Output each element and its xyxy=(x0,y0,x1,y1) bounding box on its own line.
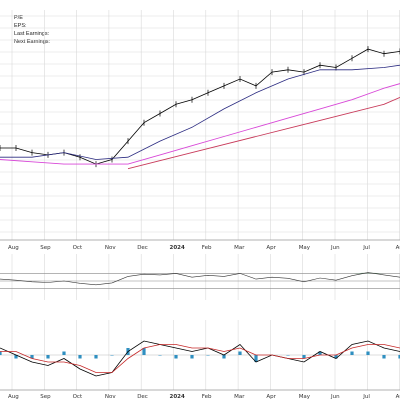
macd-x-tick-label: Jun xyxy=(330,394,340,400)
macd-x-tick-label: Jul xyxy=(362,394,370,400)
macd-histogram-bar xyxy=(174,355,178,359)
price-x-tick-label: 2024 xyxy=(170,245,185,251)
macd-x-tick-label: May xyxy=(299,394,311,400)
price-x-tick-label: Oct xyxy=(73,245,83,251)
macd-histogram-bar xyxy=(398,355,400,359)
macd-histogram-bar xyxy=(14,355,18,359)
macd-histogram-bar xyxy=(382,355,386,359)
rsi-line xyxy=(0,272,400,286)
series-trend-line-magenta-line xyxy=(0,83,400,165)
price-x-tick-label: Jun xyxy=(330,245,340,251)
macd-histogram-bar xyxy=(302,355,306,359)
macd-histogram-bar xyxy=(0,351,2,355)
macd-histogram-bar xyxy=(110,355,114,356)
macd-histogram-bar xyxy=(158,355,162,356)
macd-histogram-bar xyxy=(366,351,370,355)
series-trend-line-red-line xyxy=(127,96,400,170)
macd-x-tick-label: Feb xyxy=(202,394,212,400)
macd-signal-line xyxy=(0,344,400,373)
series-ma-fast-line xyxy=(0,64,400,160)
macd-x-tick-label: Dec xyxy=(137,394,148,400)
macd-x-tick-label: Oct xyxy=(73,394,83,400)
price-x-tick-label: May xyxy=(299,245,311,251)
price-x-tick-label: Sep xyxy=(40,245,51,251)
last-earnings-label: Last Earnings: xyxy=(14,31,50,37)
macd-panel: Aug Sep Oct Nov Dec 2024 Feb Mar Apr May Jun Jul Au xyxy=(0,320,400,400)
macd-histogram-bar xyxy=(206,355,210,356)
macd-histogram-bar xyxy=(94,355,98,359)
macd-histogram-bar xyxy=(62,351,66,355)
macd-histogram-bar xyxy=(78,355,82,359)
macd-x-tick-label: Sep xyxy=(40,394,51,400)
macd-x-tick-label: Mar xyxy=(234,394,245,400)
macd-macd-line xyxy=(0,340,400,377)
price-x-tick-label: Dec xyxy=(137,245,148,251)
price-x-tick-label: Feb xyxy=(202,245,212,251)
macd-histogram-bar xyxy=(254,355,258,362)
pe-label: P/E xyxy=(14,15,23,21)
macd-histogram-bar xyxy=(142,348,146,355)
macd-histogram-bar xyxy=(286,355,290,356)
macd-x-tick-label: Aug xyxy=(8,394,19,400)
macd-histogram-bar xyxy=(46,355,50,359)
rsi-panel xyxy=(0,254,400,300)
macd-x-tick-label: Au xyxy=(396,394,400,400)
macd-histogram-bar xyxy=(334,355,338,359)
price-x-tick-label: Jul xyxy=(362,245,370,251)
macd-x-tick-label: Nov xyxy=(105,394,116,400)
macd-histogram-bar xyxy=(30,355,34,359)
price-panel: Aug Sep Oct Nov Dec 2024 Feb Mar Apr May Jun Jul Au xyxy=(0,10,400,251)
macd-histogram-bar xyxy=(350,351,354,355)
macd-histogram-bar xyxy=(238,351,242,355)
price-x-tick-label: Au xyxy=(396,245,400,251)
price-x-tick-label: Nov xyxy=(105,245,116,251)
macd-histogram-bar xyxy=(190,355,194,359)
price-x-tick-label: Apr xyxy=(266,245,276,251)
macd-histogram-bar xyxy=(318,351,322,355)
next-earnings-label: Next Earnings: xyxy=(14,39,51,45)
macd-histogram-bar xyxy=(222,355,226,359)
series-price-line xyxy=(0,48,400,165)
rsi-overbought-fill xyxy=(0,272,400,274)
macd-x-tick-label: Apr xyxy=(266,394,276,400)
price-x-tick-label: Aug xyxy=(8,245,19,251)
eps-label: EPS: xyxy=(14,23,27,29)
macd-x-tick-label: 2024 xyxy=(170,394,185,400)
price-x-tick-label: Mar xyxy=(234,245,245,251)
